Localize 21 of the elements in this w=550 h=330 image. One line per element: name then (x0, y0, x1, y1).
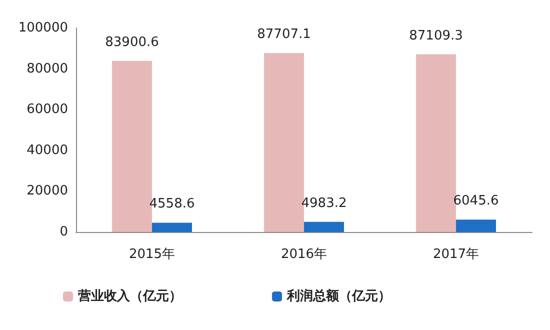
y-tick-label: 100000 (18, 20, 68, 36)
data-label: 4983.2 (301, 196, 347, 211)
bar (304, 222, 344, 232)
legend-label: 利润总额（亿元） (286, 288, 391, 304)
bar (456, 220, 496, 232)
x-tick-label: 2016年 (280, 247, 328, 262)
data-label: 87707.1 (257, 27, 311, 42)
y-tick-label: 0 (60, 224, 68, 240)
bar (152, 222, 192, 232)
bar (416, 54, 456, 232)
x-tick-label: 2017年 (432, 247, 480, 262)
data-label: 4558.6 (149, 196, 195, 212)
data-label: 83900.6 (105, 34, 159, 50)
y-tick-label: 80000 (26, 61, 68, 76)
y-tick-label: 20000 (26, 184, 68, 199)
y-tick-label: 60000 (26, 102, 68, 118)
data-label: 6045.6 (453, 194, 499, 209)
x-tick-label: 2015年 (128, 247, 176, 262)
legend-label: 营业收入（亿元） (77, 288, 182, 304)
y-tick-label: 40000 (26, 142, 68, 158)
data-label: 87109.3 (409, 28, 463, 44)
